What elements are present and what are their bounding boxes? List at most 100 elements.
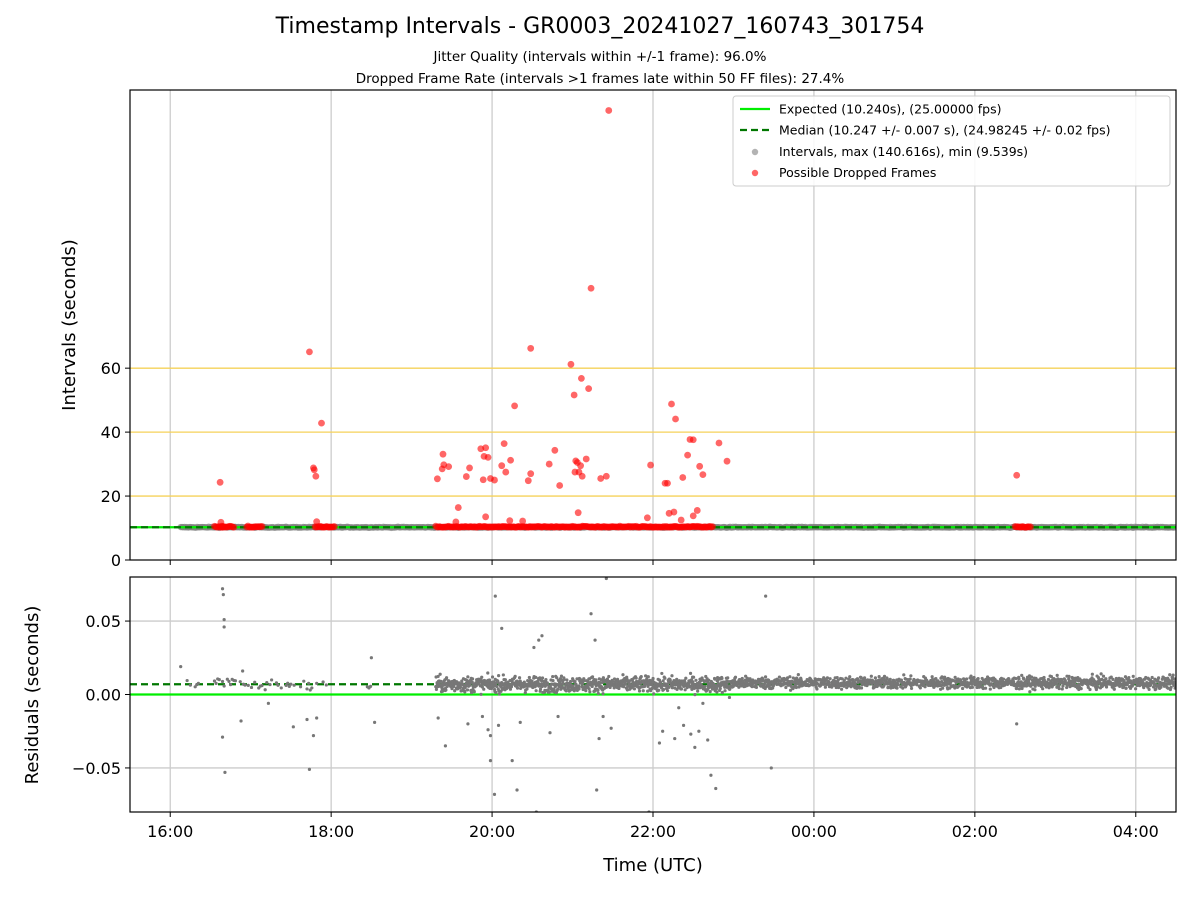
residual-point	[733, 675, 738, 679]
residual-point	[953, 675, 957, 679]
residual-point	[642, 684, 647, 688]
residual-point	[1017, 687, 1021, 691]
residual-point	[1016, 680, 1020, 684]
residual-point	[596, 688, 600, 692]
residual-point	[988, 687, 992, 691]
residual-point	[1112, 687, 1116, 691]
residual-point	[748, 677, 752, 681]
x-tick-label: 02:00	[952, 822, 998, 841]
residual-point	[324, 683, 328, 687]
dropped-frame-point	[330, 523, 338, 530]
residual-point	[1015, 686, 1019, 691]
residual-point	[286, 681, 290, 685]
residual-point	[525, 687, 529, 691]
residual-point	[609, 726, 613, 730]
residual-point	[1041, 687, 1045, 691]
residual-point	[547, 690, 551, 694]
residual-point	[890, 682, 894, 687]
residual-point	[960, 686, 965, 691]
dropped-frame-point	[677, 516, 685, 524]
residual-point	[565, 678, 569, 682]
residual-point	[263, 688, 267, 692]
residual-point	[1124, 686, 1128, 690]
residual-point	[977, 685, 981, 689]
residual-point	[1090, 672, 1094, 676]
residual-point	[1067, 674, 1071, 678]
residual-point	[223, 770, 227, 774]
dropped-frame-point	[519, 517, 527, 525]
residual-point	[823, 685, 827, 689]
residual-point	[274, 681, 279, 685]
residual-point	[292, 683, 296, 687]
residual-point	[315, 716, 319, 720]
residual-point	[500, 626, 504, 631]
dropped-frame-point	[502, 468, 510, 476]
residual-point	[869, 674, 873, 678]
residual-point	[538, 687, 543, 691]
residual-point	[561, 681, 565, 686]
dropped-frame-point	[556, 482, 564, 489]
residual-point	[987, 679, 991, 684]
residual-point	[607, 674, 611, 679]
residual-point	[1012, 680, 1016, 684]
residual-point	[596, 691, 600, 696]
residual-point	[582, 678, 586, 683]
residual-point	[796, 673, 800, 677]
residual-point	[243, 683, 247, 687]
residual-point	[463, 690, 467, 694]
residual-point	[510, 758, 514, 763]
residual-point	[470, 677, 475, 681]
residual-point	[311, 734, 316, 738]
residual-point	[238, 680, 242, 684]
dropped-frame-point	[684, 451, 691, 459]
residual-point	[1057, 686, 1061, 691]
residual-point	[1017, 677, 1021, 681]
dropped-frame-point	[312, 472, 320, 480]
dropped-frame-point	[699, 471, 707, 479]
dropped-frame-point	[582, 455, 590, 463]
residual-point	[830, 685, 834, 689]
residual-point	[228, 683, 233, 687]
residual-point	[443, 744, 448, 748]
residual-point	[1101, 674, 1106, 678]
residual-point	[556, 687, 560, 691]
intervals-y-axis-label: Intervals (seconds)	[59, 239, 80, 411]
residual-point	[1169, 685, 1173, 689]
residual-point	[593, 638, 597, 642]
residual-point	[494, 690, 498, 695]
residual-point	[452, 684, 456, 689]
residual-point	[888, 677, 892, 681]
residual-point	[580, 685, 584, 689]
residual-point	[298, 685, 303, 689]
residuals-y-tick-label: 0.00	[85, 686, 121, 705]
residual-point	[465, 688, 470, 692]
dropped-frame-point	[602, 472, 610, 480]
residual-point	[923, 685, 927, 689]
residual-point	[737, 685, 741, 689]
residual-point	[657, 741, 662, 745]
dropped-frame-point	[318, 419, 325, 427]
residual-point	[220, 587, 225, 591]
residual-point	[836, 678, 840, 682]
residual-point	[873, 676, 877, 680]
residual-point	[1131, 674, 1135, 679]
residual-point	[260, 683, 264, 688]
residual-point	[788, 688, 793, 692]
residual-point	[495, 684, 499, 689]
dropped-frame-point	[306, 348, 313, 356]
residual-point	[1147, 687, 1151, 692]
residual-point	[515, 788, 519, 792]
dropped-frame-point	[507, 456, 514, 464]
dropped-frame-point	[313, 518, 321, 526]
residual-point	[720, 676, 724, 681]
residual-point	[597, 736, 601, 741]
residual-point	[486, 671, 490, 675]
residuals-x-ticks: 16:00 18:00 20:00 22:00 00:00 02:00 04:00	[147, 812, 1159, 841]
dropped-frame-point	[491, 476, 498, 484]
residual-point	[1096, 676, 1101, 680]
legend-expected-label: Expected (10.240s), (25.00000 fps)	[779, 102, 1001, 117]
residual-point	[249, 685, 254, 690]
residual-point	[562, 677, 566, 681]
residual-point	[552, 687, 556, 691]
